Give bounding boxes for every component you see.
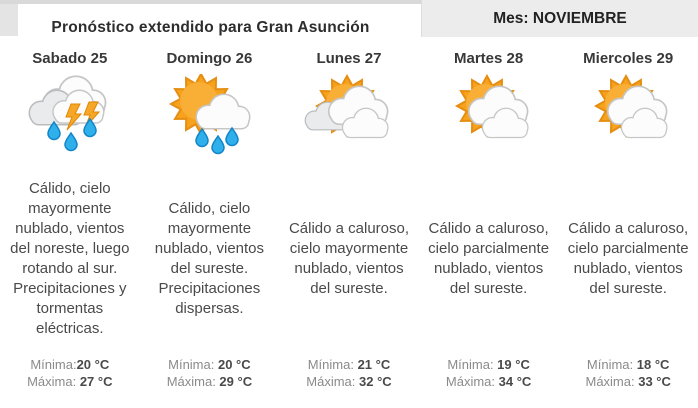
day-column-lunes: Lunes 27 Cálido a caluroso, cielo mayorm…: [279, 40, 419, 408]
day-description: Cálido, cielo mayormente nublado, viento…: [154, 200, 265, 317]
day-column-sabado: Sabado 25 Cálido, cielo mayormente nubla…: [0, 40, 140, 408]
temperature-block: Mínima: 21 °C Máxima: 32 °C: [306, 356, 391, 408]
max-temp-row: Máxima: 27 °C: [27, 373, 112, 390]
max-value: 33 °C: [638, 374, 671, 389]
max-label: Máxima:: [306, 374, 360, 389]
min-label: Mínima:: [168, 357, 218, 372]
day-description: Cálido a caluroso, cielo parcialmente nu…: [567, 220, 689, 297]
max-label: Máxima:: [585, 374, 639, 389]
min-label: Mínima:: [447, 357, 498, 372]
min-value: 21 °C: [357, 357, 391, 372]
min-temp-row: Mínima: 19 °C: [446, 356, 531, 373]
max-temp-row: Máxima: 34 °C: [446, 373, 531, 390]
temperature-block: Mínima: 19 °C Máxima: 34 °C: [446, 356, 531, 408]
min-value: 18 °C: [636, 357, 670, 372]
page-header: Pronóstico extendido para Gran Asunción …: [0, 0, 698, 40]
corner-decoration: [0, 0, 18, 36]
min-temp-row: Mínima: 21 °C: [306, 356, 391, 373]
sun-cloud-rain-icon: [161, 72, 257, 162]
page-title: Pronóstico extendido para Gran Asunción: [51, 19, 370, 36]
day-name: Miercoles 29: [583, 49, 674, 67]
day-column-miercoles: Miercoles 29 Cálido a caluroso, cielo pa…: [558, 40, 698, 408]
temperature-block: Mínima:20 °C Máxima: 27 °C: [27, 356, 112, 408]
sun-clouds-icon: [441, 72, 537, 162]
temperature-block: Mínima: 18 °C Máxima: 33 °C: [585, 356, 670, 408]
temperature-block: Mínima: 20 °C Máxima: 29 °C: [167, 356, 252, 408]
title-cell: Pronóstico extendido para Gran Asunción: [0, 0, 421, 40]
max-label: Máxima:: [166, 374, 220, 389]
max-value: 34 °C: [498, 374, 532, 389]
max-temp-row: Máxima: 29 °C: [167, 373, 252, 390]
max-label: Máxima:: [27, 374, 80, 389]
top-border-strip: [0, 0, 421, 4]
min-temp-row: Mínima: 20 °C: [167, 356, 252, 373]
storm-rain-icon: [22, 72, 118, 162]
day-name: Lunes 27: [316, 49, 382, 67]
day-description: Cálido a caluroso, cielo parcialmente nu…: [428, 220, 550, 297]
month-cell: Mes: NOVIEMBRE: [421, 0, 698, 37]
min-temp-row: Mínima:20 °C: [27, 356, 112, 373]
day-description: Cálido, cielo mayormente nublado, viento…: [10, 180, 130, 337]
day-name: Domingo 26: [166, 49, 253, 67]
day-name: Sabado 25: [32, 49, 108, 67]
max-temp-row: Máxima: 32 °C: [306, 373, 391, 390]
day-description: Cálido a caluroso, cielo mayormente nubl…: [288, 220, 410, 297]
month-label: Mes: NOVIEMBRE: [493, 9, 627, 27]
max-temp-row: Máxima: 33 °C: [585, 373, 670, 390]
min-label: Mínima:: [30, 357, 77, 372]
forecast-grid: Sabado 25 Cálido, cielo mayormente nubla…: [0, 40, 698, 408]
min-temp-row: Mínima: 18 °C: [585, 356, 670, 373]
sun-clouds-icon: [301, 72, 397, 162]
day-column-martes: Martes 28 Cálido a caluroso, cielo parci…: [419, 40, 559, 408]
sun-clouds-icon: [580, 72, 676, 162]
min-value: 20 °C: [76, 357, 110, 372]
max-value: 27 °C: [79, 374, 113, 389]
min-label: Mínima:: [586, 357, 637, 372]
max-value: 29 °C: [219, 374, 253, 389]
day-name: Martes 28: [453, 49, 524, 67]
max-value: 32 °C: [359, 374, 392, 389]
day-column-domingo: Domingo 26 Cálido, cielo mayormente nubl…: [140, 40, 280, 408]
min-value: 19 °C: [497, 357, 530, 372]
min-value: 20 °C: [217, 357, 251, 372]
max-label: Máxima:: [445, 374, 499, 389]
min-label: Mínima:: [307, 357, 358, 372]
